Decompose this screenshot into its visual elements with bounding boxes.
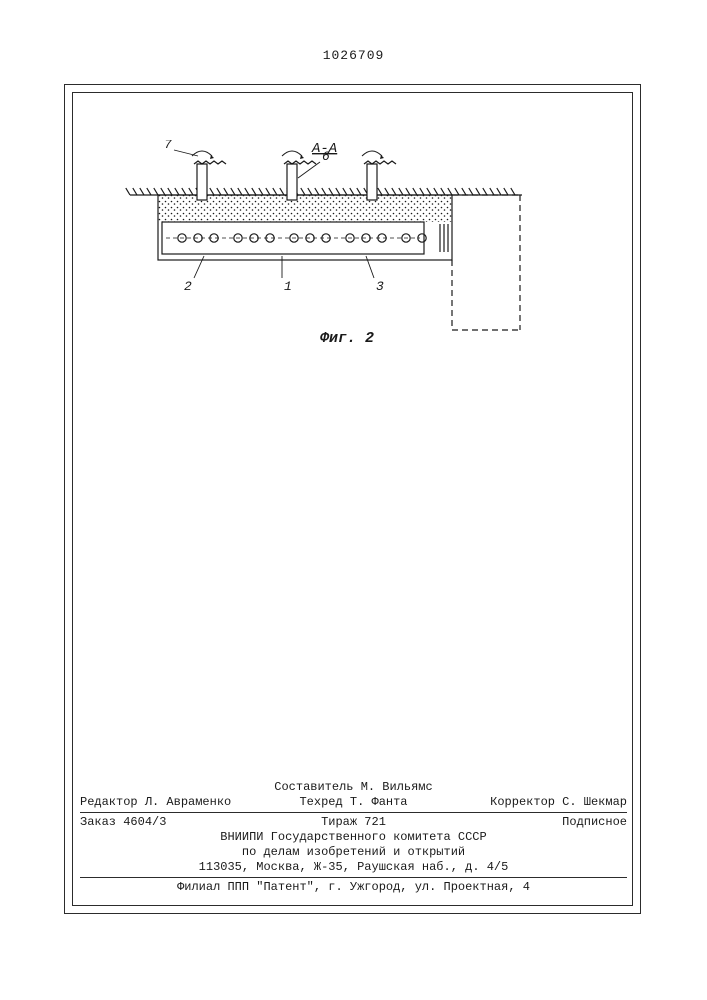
- org-addr: 113035, Москва, Ж-35, Раушская наб., д. …: [80, 860, 627, 875]
- order-no: 4604/3: [123, 815, 166, 829]
- editor-label: Редактор: [80, 795, 138, 809]
- footer-line: Филиал ППП "Патент", г. Ужгород, ул. Про…: [80, 880, 627, 894]
- techred-label: Техред: [299, 795, 342, 809]
- editor-name: Л. Авраменко: [145, 795, 231, 809]
- divider-bot: [80, 877, 627, 878]
- svg-text:6: 6: [322, 149, 330, 164]
- svg-text:1: 1: [284, 279, 292, 294]
- proof-label: Корректор: [490, 795, 555, 809]
- document-number: 1026709: [323, 48, 385, 63]
- org-line-1: ВНИИПИ Государственного комитета СССР: [80, 830, 627, 845]
- figure-caption: Фиг. 2: [320, 330, 374, 347]
- org-line-2: по делам изобретений и открытий: [80, 845, 627, 860]
- proof-name: С. Шекмар: [562, 795, 627, 809]
- page: 1026709 А-А76213 Фиг. 2 Составитель М. В…: [0, 0, 707, 1000]
- svg-text:7: 7: [164, 140, 172, 152]
- compiler-name: М. Вильямс: [361, 780, 433, 794]
- compiler-label: Составитель: [274, 780, 353, 794]
- order-label: Заказ: [80, 815, 116, 829]
- figure-2-diagram: А-А76213: [122, 140, 542, 350]
- tirazh-label: Тираж: [321, 815, 357, 829]
- techred-name: Т. Фанта: [350, 795, 408, 809]
- credits-block: Составитель М. Вильямс Редактор Л. Аврам…: [80, 780, 627, 880]
- svg-text:3: 3: [376, 279, 384, 294]
- tirazh-no: 721: [364, 815, 386, 829]
- svg-text:2: 2: [184, 279, 192, 294]
- divider-top: [80, 812, 627, 813]
- subscription: Подписное: [562, 815, 627, 829]
